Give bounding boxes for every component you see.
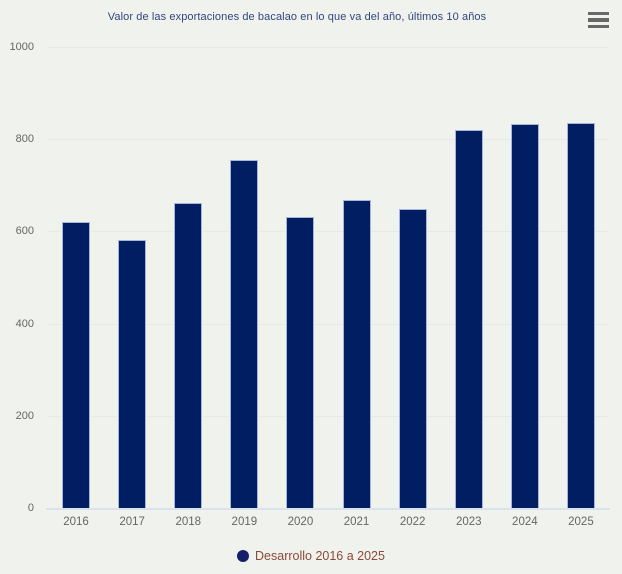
y-axis-tick-label: 600 bbox=[15, 225, 34, 238]
x-axis-tick-label: 2021 bbox=[343, 516, 370, 528]
x-axis-tick-label: 2016 bbox=[63, 516, 89, 528]
x-axis-tick-label: 2018 bbox=[175, 516, 202, 528]
gridline bbox=[48, 415, 609, 417]
legend-item[interactable]: Desarrollo 2016 a 2025 bbox=[0, 549, 622, 563]
legend-label: Desarrollo 2016 a 2025 bbox=[255, 549, 385, 563]
bar-2024[interactable] bbox=[510, 124, 539, 508]
x-axis-tick-label: 2020 bbox=[287, 516, 314, 528]
y-axis-tick-label: 200 bbox=[15, 409, 34, 422]
gridline bbox=[48, 323, 609, 325]
gridline bbox=[48, 139, 609, 141]
x-axis-tick-label: 2025 bbox=[568, 516, 594, 528]
bar-2018[interactable] bbox=[174, 203, 203, 508]
x-axis-line bbox=[46, 508, 610, 510]
plot-area bbox=[48, 47, 609, 508]
x-axis-tick-label: 2017 bbox=[119, 516, 145, 528]
bar-2021[interactable] bbox=[342, 199, 371, 508]
bar-2023[interactable] bbox=[454, 129, 483, 508]
gridline bbox=[48, 231, 609, 233]
chart-title: Valor de las exportaciones de bacalao en… bbox=[107, 11, 487, 23]
hamburger-menu-icon bbox=[588, 12, 609, 16]
hamburger-menu-icon bbox=[588, 24, 609, 28]
bar-2025[interactable] bbox=[566, 123, 595, 508]
y-axis-tick-label: 1000 bbox=[9, 41, 34, 53]
gridline bbox=[48, 47, 609, 48]
x-axis-tick-label: 2024 bbox=[512, 516, 538, 528]
x-axis-tick-label: 2023 bbox=[455, 516, 482, 528]
hamburger-menu-icon bbox=[588, 18, 609, 22]
x-axis-tick-label: 2019 bbox=[231, 516, 258, 528]
y-axis-tick-label: 800 bbox=[15, 133, 34, 146]
bar-2017[interactable] bbox=[118, 239, 147, 508]
x-axis-tick-label: 2022 bbox=[399, 516, 426, 528]
bar-2022[interactable] bbox=[398, 209, 427, 508]
export-menu-button[interactable] bbox=[588, 12, 609, 28]
y-axis-tick-label: 0 bbox=[27, 502, 34, 514]
bar-2019[interactable] bbox=[230, 159, 259, 508]
bar-2020[interactable] bbox=[286, 217, 315, 508]
bar-2016[interactable] bbox=[62, 222, 91, 508]
legend-marker-icon bbox=[237, 550, 250, 562]
y-axis-tick-label: 400 bbox=[15, 317, 34, 330]
